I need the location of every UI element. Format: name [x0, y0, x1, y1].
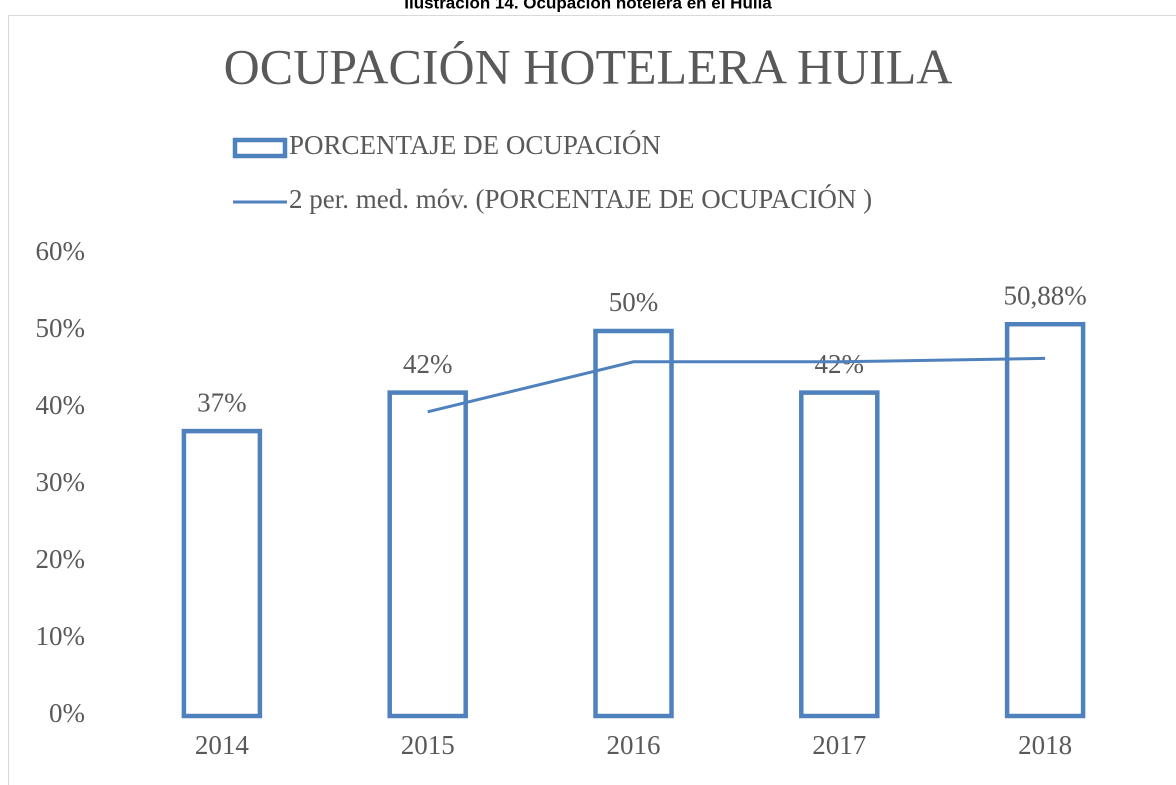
y-tick-label: 10%: [36, 621, 86, 651]
x-tick-label: 2014: [195, 730, 250, 760]
y-tick-label: 20%: [36, 544, 86, 574]
bar: [799, 390, 880, 719]
bar: [593, 328, 674, 719]
legend-label: PORCENTAJE DE OCUPACIÓN: [289, 130, 661, 160]
caption: Ilustración 14. Ocupación hotelera en el…: [404, 0, 772, 12]
data-label: 50%: [609, 287, 659, 317]
legend-swatch: [232, 137, 288, 159]
legend-label: 2 per. med. móv. (PORCENTAJE DE OCUPACIÓ…: [289, 184, 872, 214]
y-tick-label: 30%: [36, 467, 86, 497]
x-tick-label: 2015: [401, 730, 455, 760]
data-label: 42%: [815, 349, 865, 379]
x-tick-label: 2017: [812, 730, 866, 760]
x-tick-label: 2018: [1018, 730, 1072, 760]
bar: [1004, 321, 1086, 719]
y-tick-label: 60%: [36, 236, 86, 266]
data-label: 50,88%: [1003, 280, 1086, 310]
chart-title: OCUPACIÓN HOTELERA HUILA: [224, 38, 953, 94]
bar: [181, 428, 263, 719]
y-tick-label: 40%: [36, 390, 86, 420]
y-tick-label: 50%: [36, 313, 86, 343]
data-label: 37%: [197, 387, 247, 417]
moving-average-line: [427, 356, 1046, 414]
bar: [387, 390, 468, 719]
chart-frame: [8, 15, 1176, 785]
y-tick-label: 0%: [49, 698, 85, 728]
x-tick-label: 2016: [607, 730, 661, 760]
data-label: 42%: [403, 349, 453, 379]
